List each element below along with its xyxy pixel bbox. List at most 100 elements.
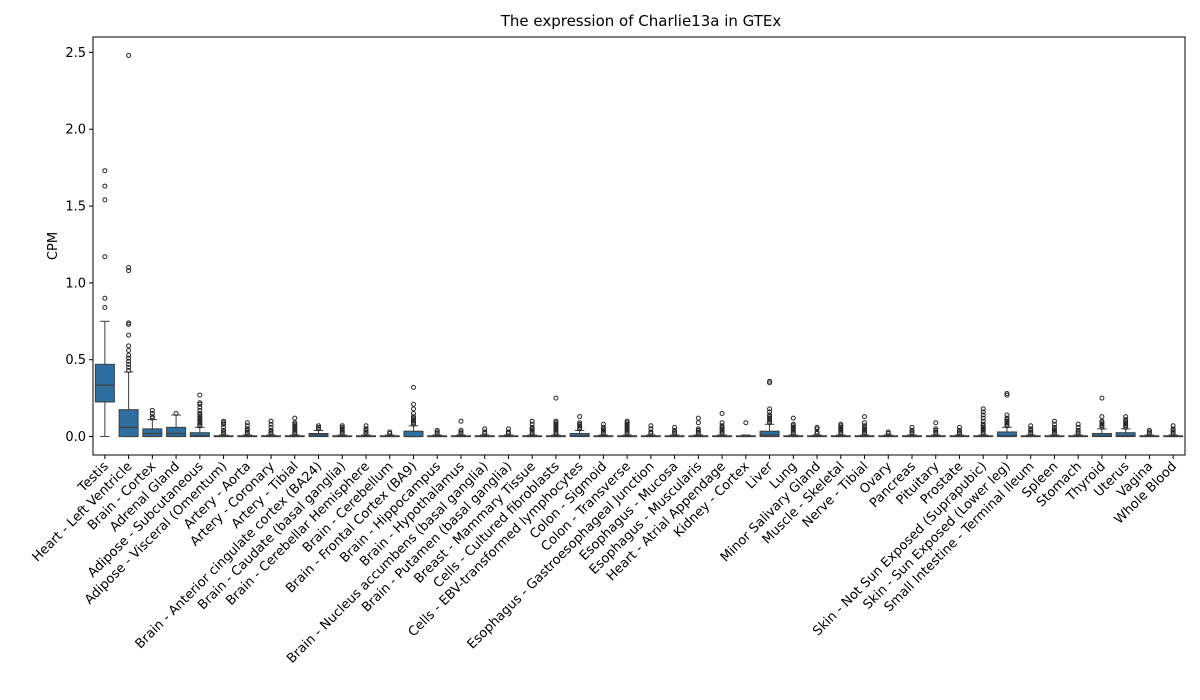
outlier-point bbox=[126, 352, 132, 358]
outlier-point bbox=[743, 420, 749, 426]
outlier-point bbox=[980, 423, 986, 429]
outlier-point bbox=[410, 418, 416, 424]
outlier-point bbox=[600, 430, 606, 436]
outlier-point bbox=[767, 380, 773, 386]
outlier-point bbox=[1051, 430, 1057, 436]
outlier-point bbox=[672, 429, 678, 435]
outlier-point bbox=[1123, 424, 1129, 430]
outlier-point bbox=[197, 417, 203, 423]
outlier-point bbox=[1170, 430, 1176, 436]
outlier-point bbox=[458, 429, 464, 435]
chart-title: The expression of Charlie13a in GTEx bbox=[500, 12, 782, 30]
outlier-point bbox=[695, 430, 701, 436]
outlier-point bbox=[980, 409, 986, 415]
outlier-point bbox=[695, 426, 701, 432]
outlier-point bbox=[505, 429, 511, 435]
outlier-point bbox=[102, 304, 108, 310]
outlier-point bbox=[909, 424, 915, 430]
outlier-point bbox=[197, 392, 203, 398]
outlier-point bbox=[126, 355, 132, 361]
outlier-point bbox=[838, 421, 844, 427]
outlier-point bbox=[648, 430, 654, 436]
outlier-point bbox=[1004, 412, 1010, 418]
outlier-point bbox=[600, 429, 606, 435]
outlier-point bbox=[126, 320, 132, 326]
outlier-point bbox=[577, 423, 583, 429]
outlier-point bbox=[529, 424, 535, 430]
outlier-point bbox=[767, 378, 773, 384]
outlier-point bbox=[1075, 430, 1081, 436]
outlier-point bbox=[980, 415, 986, 421]
outlier-point bbox=[1051, 429, 1057, 435]
outlier-point bbox=[956, 424, 962, 430]
outlier-point bbox=[838, 429, 844, 435]
outlier-point bbox=[197, 404, 203, 410]
outlier-point bbox=[767, 417, 773, 423]
outlier-point bbox=[553, 429, 559, 435]
outlier-point bbox=[505, 426, 511, 432]
box bbox=[142, 428, 163, 438]
outlier-point bbox=[482, 429, 488, 435]
outlier-point bbox=[1123, 421, 1129, 427]
outlier-point bbox=[339, 424, 345, 430]
outlier-point bbox=[102, 197, 108, 203]
outlier-point bbox=[126, 367, 132, 373]
outlier-point bbox=[577, 414, 583, 420]
outlier-point bbox=[410, 421, 416, 427]
outlier-point bbox=[529, 426, 535, 432]
outlier-point bbox=[553, 423, 559, 429]
outlier-point bbox=[244, 426, 250, 432]
outlier-point bbox=[624, 427, 630, 433]
outlier-point bbox=[624, 423, 630, 429]
outlier-point bbox=[600, 427, 606, 433]
outlier-point bbox=[980, 427, 986, 433]
outlier-point bbox=[197, 414, 203, 420]
outlier-point bbox=[553, 427, 559, 433]
outlier-point bbox=[956, 427, 962, 433]
box bbox=[189, 432, 210, 438]
y-axis-label: CPM bbox=[46, 232, 61, 260]
outlier-point bbox=[410, 417, 416, 423]
outlier-point bbox=[339, 430, 345, 436]
outlier-point bbox=[862, 424, 868, 430]
outlier-point bbox=[410, 406, 416, 412]
outlier-point bbox=[221, 424, 227, 430]
outlier-point bbox=[909, 427, 915, 433]
outlier-point bbox=[577, 426, 583, 432]
outlier-point bbox=[790, 426, 796, 432]
outlier-point bbox=[862, 420, 868, 426]
outlier-point bbox=[1004, 417, 1010, 423]
outlier-point bbox=[862, 423, 868, 429]
outlier-point bbox=[529, 427, 535, 433]
outlier-point bbox=[719, 424, 725, 430]
y-tick-label: 0.5 bbox=[65, 353, 86, 368]
outlier-point bbox=[482, 426, 488, 432]
outlier-point bbox=[268, 418, 274, 424]
outlier-point bbox=[933, 430, 939, 436]
outlier-point bbox=[1004, 421, 1010, 427]
outlier-point bbox=[790, 430, 796, 436]
outlier-point bbox=[1004, 391, 1010, 397]
outlier-point bbox=[197, 418, 203, 424]
outlier-point bbox=[980, 429, 986, 435]
outlier-point bbox=[102, 168, 108, 174]
outlier-point bbox=[221, 420, 227, 426]
outlier-point bbox=[505, 430, 511, 436]
outlier-point bbox=[624, 418, 630, 424]
outlier-point bbox=[648, 426, 654, 432]
outlier-point bbox=[410, 420, 416, 426]
outlier-point bbox=[1146, 429, 1152, 435]
outlier-point bbox=[1099, 414, 1105, 420]
outlier-point bbox=[933, 420, 939, 426]
outlier-point bbox=[363, 426, 369, 432]
outlier-point bbox=[1099, 423, 1105, 429]
outlier-point bbox=[197, 407, 203, 413]
outlier-point bbox=[316, 424, 322, 430]
outlier-point bbox=[553, 420, 559, 426]
axes-frame bbox=[92, 36, 1186, 456]
outlier-point bbox=[1123, 423, 1129, 429]
outlier-point bbox=[814, 424, 820, 430]
y-tick-label: 1.5 bbox=[65, 200, 86, 215]
outlier-point bbox=[980, 424, 986, 430]
